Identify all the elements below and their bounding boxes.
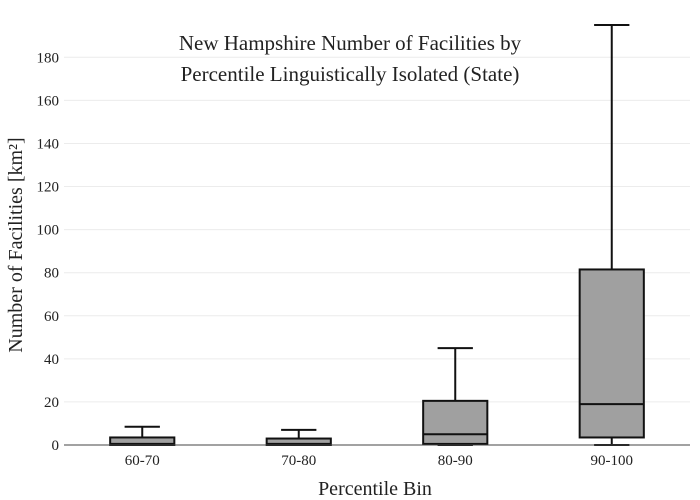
box-90-100 <box>578 24 645 446</box>
y-tick-label-40: 40 <box>44 352 59 368</box>
box-80-90 <box>422 347 489 446</box>
x-tick-label-70-80: 70-80 <box>281 453 316 469</box>
y-tick-label-100: 100 <box>37 223 60 239</box>
y-tick-label-80: 80 <box>44 266 59 282</box>
x-tick-labels: 60-70 70-80 80-90 90-100 <box>125 453 633 469</box>
chart-title-line-1: New Hampshire Number of Facilities by <box>179 31 522 55</box>
box-body-90-100 <box>578 268 645 439</box>
y-tick-label-140: 140 <box>37 136 60 152</box>
box-60-70 <box>109 425 176 447</box>
y-axis-label: Number of Facilities [km²] <box>5 137 27 352</box>
x-tick-label-60-70: 60-70 <box>125 453 160 469</box>
x-tick-label-80-90: 80-90 <box>438 453 473 469</box>
box-body-80-90 <box>422 399 489 445</box>
y-tick-label-60: 60 <box>44 309 59 325</box>
x-tick-label-90-100: 90-100 <box>591 453 634 469</box>
y-tick-label-160: 160 <box>37 93 60 109</box>
grid-lines <box>64 56 690 403</box>
y-tick-label-0: 0 <box>52 438 60 454</box>
y-tick-label-180: 180 <box>37 50 60 66</box>
chart-title-line-2: Percentile Linguistically Isolated (Stat… <box>181 62 520 86</box>
box-series <box>109 24 645 447</box>
y-tick-labels: 0 20 40 60 80 100 120 140 160 180 <box>37 50 60 454</box>
x-axis-label: Percentile Bin <box>318 478 432 500</box>
y-tick-label-20: 20 <box>44 395 59 411</box>
y-tick-label-120: 120 <box>37 180 60 196</box>
box-70-80 <box>265 428 332 446</box>
